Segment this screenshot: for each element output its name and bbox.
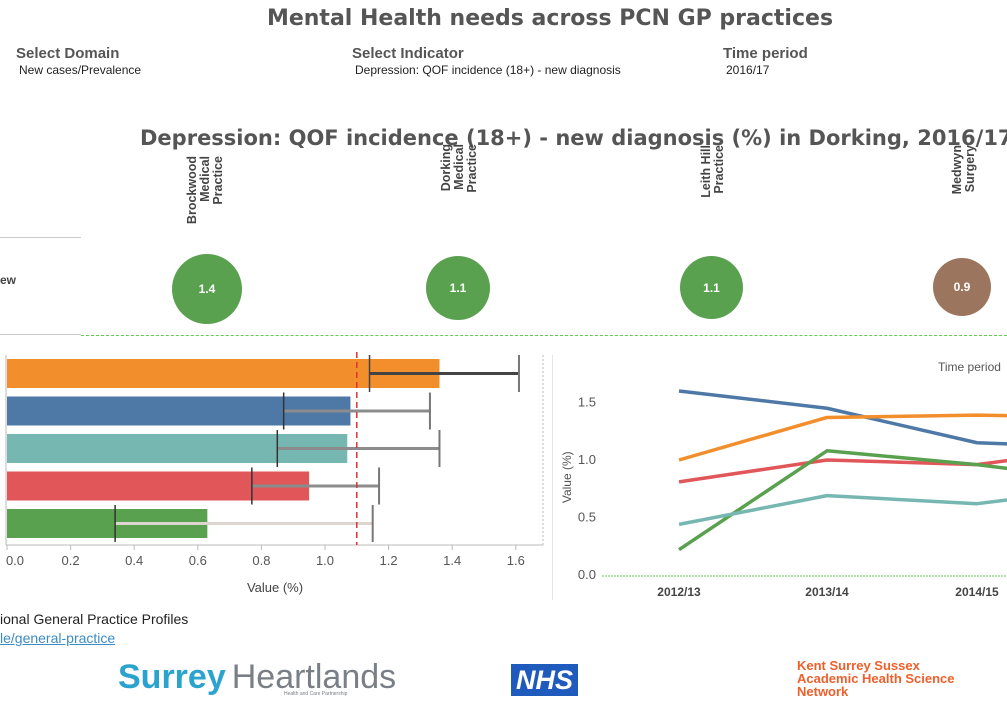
domain-filter[interactable]: Select Domain New cases/Prevalence: [16, 45, 141, 77]
value-circle-leith-hill[interactable]: 1.1: [680, 256, 743, 319]
practice-name-leith-hill: Leith Hill Practice: [699, 145, 726, 198]
practice-name-dorking: Dorking Medical Practice: [439, 144, 479, 193]
x-tick-label: 0.4: [125, 553, 143, 568]
time-period-filter-value[interactable]: 2016/17: [726, 63, 770, 77]
x-tick-label: 1.4: [443, 553, 461, 568]
value-circle-medwyn[interactable]: 0.9: [933, 258, 991, 316]
source-link[interactable]: le/general-practice: [0, 630, 116, 646]
series-line: [678, 389, 1007, 446]
bar: [7, 359, 440, 388]
row-divider-left: [0, 334, 81, 335]
source-text: ional General Practice Profiles: [0, 611, 189, 627]
surrey-logo-light: Heartlands: [231, 658, 397, 696]
surrey-heartlands-logo: Surrey Heartlands Health and Care Partner…: [118, 658, 396, 697]
x-tick-label: 1.0: [316, 553, 334, 568]
x-tick-label: 0.2: [62, 553, 80, 568]
practice-name-brockwood: Brockwood Medical Practice: [185, 156, 225, 225]
practice-name-medwyn: Medwyn Surgery: [950, 145, 977, 195]
x-category-label: 2014/15: [955, 585, 999, 599]
domain-filter-label: Select Domain: [16, 45, 120, 62]
x-tick-label: 0.8: [252, 553, 270, 568]
x-category-label: 2012/13: [657, 585, 701, 599]
x-tick-label: 0.6: [189, 553, 207, 568]
indicator-filter[interactable]: Select Indicator Depression: QOF inciden…: [352, 45, 621, 77]
time-period-filter[interactable]: Time period 2016/17: [723, 45, 808, 77]
row-label: ew: [0, 273, 17, 287]
domain-filter-value[interactable]: New cases/Prevalence: [19, 63, 142, 77]
row-divider-right: [81, 335, 1007, 336]
series-line: [678, 458, 1007, 484]
y-tick-label: 0.5: [578, 510, 596, 525]
series-line: [678, 449, 1007, 552]
x-axis-label: Value (%): [247, 580, 303, 595]
line-chart-legend-title: Time period: [938, 360, 1001, 374]
y-tick-label: 1.5: [578, 395, 596, 410]
series-line: [678, 493, 1007, 527]
surrey-logo-subtitle: Health and Care Partnership: [284, 691, 348, 697]
line-chart[interactable]: Time period 0.0 0.5 1.0 1.5 Value (%) 2012/13 2…: [552, 350, 1007, 600]
y-tick-label: 1.0: [578, 452, 596, 467]
nhs-logo: NHS: [511, 664, 579, 696]
indicator-filter-label: Select Indicator: [352, 45, 464, 62]
value-circle-brockwood[interactable]: 1.4: [172, 254, 242, 324]
header-divider: [0, 237, 81, 238]
chart-title: Depression: QOF incidence (18+) - new di…: [140, 126, 1007, 150]
x-tick-label: 0.0: [6, 553, 24, 568]
indicator-filter-value[interactable]: Depression: QOF incidence (18+) - new di…: [355, 63, 621, 77]
x-tick-label: 1.6: [507, 553, 525, 568]
page-title: Mental Health needs across PCN GP practi…: [266, 6, 834, 31]
x-category-label: 2013/14: [805, 585, 849, 599]
ahsn-logo: Kent Surrey Sussex Academic Health Scien…: [797, 658, 955, 699]
y-tick-label: 0.0: [578, 567, 596, 582]
surrey-logo-bold: Surrey: [118, 658, 226, 696]
value-circle-dorking[interactable]: 1.1: [426, 256, 490, 320]
time-period-filter-label: Time period: [723, 45, 808, 62]
x-tick-label: 1.2: [380, 553, 398, 568]
y-axis-label: Value (%): [560, 451, 574, 503]
bar-chart[interactable]: 0.0 0.2 0.4 0.6 0.8 1.0 1.2 1.4 1.6 Value (%): [0, 350, 550, 600]
series-line: [678, 413, 1007, 462]
